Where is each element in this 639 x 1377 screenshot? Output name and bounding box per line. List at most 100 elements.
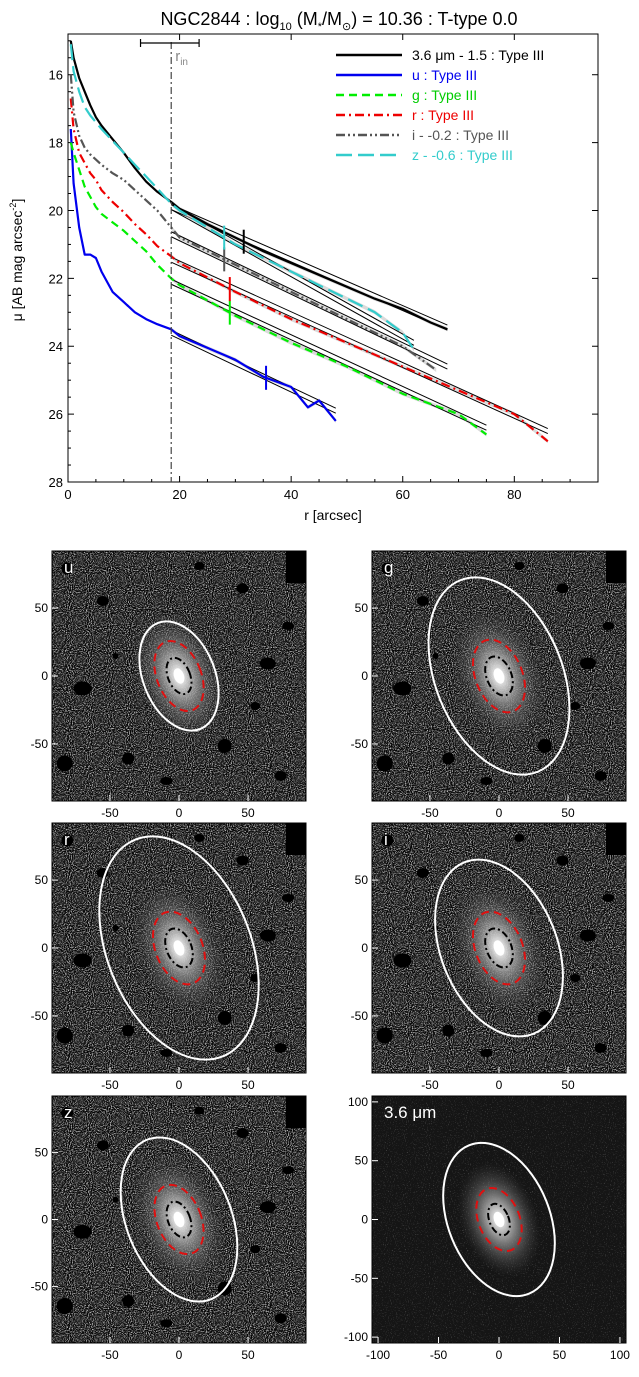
mask-blob (480, 777, 493, 785)
panel-x-tick-label: 0 (176, 1078, 183, 1092)
mask-blob (236, 583, 249, 594)
panel-x-tick-label: -50 (430, 1348, 448, 1362)
panel-label: u (64, 558, 73, 577)
mask-corner (286, 551, 306, 583)
mask-blob (570, 702, 581, 710)
chart-title: NGC2844 : log10 (M*/M⊙) = 10.36 : T-type… (160, 9, 517, 33)
y-tick-label: 26 (49, 407, 63, 422)
legend-label: r : Type III (412, 107, 474, 123)
mask-blob (480, 1049, 493, 1057)
panel-label: g (384, 558, 393, 577)
mask-blob (442, 1024, 455, 1037)
mask-blob (442, 752, 455, 765)
mask-blob (282, 894, 295, 902)
mask-blob (194, 562, 205, 570)
mask-blob (61, 562, 74, 575)
mask-blob (602, 894, 615, 902)
series-line (69, 40, 448, 331)
outer-ellipse (434, 858, 564, 1038)
mask-blob (61, 1107, 74, 1120)
mask-blob (556, 583, 569, 594)
panel-y-tick-label: -50 (31, 737, 49, 751)
mask-blob (236, 855, 249, 866)
y-tick-label: 18 (49, 136, 63, 151)
series-line (69, 98, 549, 443)
break-ellipse (471, 910, 527, 986)
legend-label: 3.6 μm - 1.5 : Type III (412, 47, 544, 63)
panel-y-tick-label: 0 (361, 1213, 368, 1227)
mask-blob (259, 1201, 276, 1214)
fit-line (170, 236, 448, 370)
inner-ellipse (164, 927, 194, 969)
x-tick-label: 80 (507, 487, 521, 502)
panel-x-tick-label: -100 (366, 1348, 390, 1362)
outer-ellipse (427, 576, 571, 776)
panel-y-tick-label: -50 (351, 1009, 369, 1023)
mask-blob (259, 929, 276, 942)
y-axis-label: μ [AB mag arcsec-2] (8, 199, 25, 322)
x-tick-label: 20 (172, 487, 186, 502)
outer-ellipse (138, 620, 220, 732)
panel-x-tick-label: 50 (241, 1078, 255, 1092)
panel-x-tick-label: 0 (176, 1348, 183, 1362)
panel-x-tick-label: 50 (241, 806, 255, 820)
break-ellipse (471, 638, 527, 714)
mask-blob (259, 657, 276, 670)
mask-blob (250, 702, 261, 710)
mask-blob (594, 1043, 607, 1053)
mask-blob (217, 739, 232, 753)
panel-x-tick-label: 50 (561, 1078, 575, 1092)
y-tick-label: 22 (49, 271, 63, 286)
panel-x-tick-label: 50 (561, 806, 575, 820)
chart-axes: 0 20 40 60 80 16 18 20 22 24 26 28 (49, 34, 598, 502)
mask-blob (217, 1011, 232, 1025)
outer-ellipse (119, 1136, 239, 1303)
mask-blob (160, 1319, 173, 1328)
mask-blob (376, 1027, 393, 1044)
panel-y-tick-label: 50 (35, 873, 49, 887)
mask-blob (416, 596, 429, 606)
mask-blob (537, 1011, 552, 1025)
panel-label: 3.6 μm (384, 1103, 436, 1122)
mask-blob (96, 1140, 109, 1151)
mask-blob (579, 929, 596, 942)
galaxy-core (173, 940, 185, 956)
panel-x-tick-label: 0 (496, 1348, 503, 1362)
image-panel-5: z -50 0 50 50 0 -50 (31, 1095, 307, 1362)
inner-ellipse (165, 656, 193, 696)
panel-y-tick-label: -50 (31, 1009, 49, 1023)
panel-y-tick-label: 50 (355, 873, 369, 887)
panel-y-tick-label: 50 (35, 601, 49, 615)
fit-line (171, 204, 448, 326)
outer-ellipse (98, 835, 260, 1061)
mask-blob (56, 1027, 73, 1044)
x-tick-label: 40 (284, 487, 298, 502)
mask-blob (122, 752, 135, 765)
mask-blob (432, 653, 439, 659)
x-tick-label: 60 (396, 487, 410, 502)
mask-blob (514, 562, 525, 570)
panel-y-tick-label: 0 (41, 941, 48, 955)
profile-chart: NGC2844 : log10 (M*/M⊙) = 10.36 : T-type… (8, 9, 599, 523)
mask-blob (416, 868, 429, 878)
break-markers (223, 225, 268, 390)
mask-blob (250, 1245, 261, 1254)
panel-x-tick-label: 100 (610, 1348, 630, 1362)
mask-blob (579, 657, 596, 670)
series-line (69, 44, 415, 351)
x-tick-label: 0 (64, 487, 71, 502)
fit-line (171, 256, 548, 430)
outer-ellipse (442, 1141, 556, 1298)
panel-y-tick-label: -50 (351, 1271, 369, 1285)
panel-y-tick-label: 100 (348, 1095, 368, 1109)
mask-blob (556, 855, 569, 866)
image-panel-2: g -50 0 50 50 0 -50 (351, 550, 627, 820)
mask-blob (160, 1049, 173, 1057)
mask-blob (112, 925, 119, 931)
error-band (171, 327, 336, 423)
mask-blob (122, 1024, 135, 1037)
image-panel-3: r -50 0 50 50 0 -50 (31, 822, 307, 1092)
legend-label: g : Type III (412, 87, 477, 103)
error-band (171, 276, 487, 437)
